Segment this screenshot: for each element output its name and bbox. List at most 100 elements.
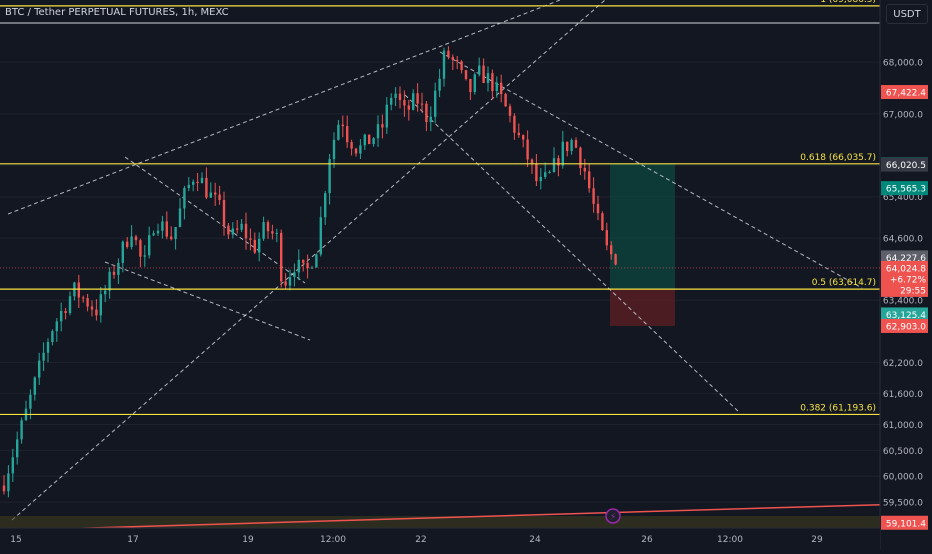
candle-body (99, 294, 102, 316)
candle-body (38, 360, 41, 378)
candle-body (271, 231, 274, 234)
candle-body (209, 192, 212, 198)
candle-body (592, 188, 595, 204)
price-tag: 67,422.4 (886, 89, 926, 99)
candle-body (104, 290, 107, 295)
x-tick-label: 24 (529, 535, 541, 545)
y-tick-label: 65,400.0 (883, 193, 923, 203)
candle-body (381, 124, 384, 128)
candle-body (51, 331, 54, 343)
candle-body (33, 377, 36, 395)
candle-body (7, 473, 10, 492)
candle-body (363, 134, 366, 146)
candle-body (552, 158, 556, 172)
trend-line (104, 261, 311, 341)
candle-body (205, 177, 208, 198)
candle-body (2, 485, 6, 492)
x-tick-label: 22 (415, 535, 426, 545)
candle-body (11, 457, 14, 474)
price-tag: 62,903.0 (886, 322, 926, 332)
candle-body (451, 57, 454, 60)
x-tick-label: 26 (641, 535, 653, 545)
candle-body (412, 93, 415, 110)
candle-body (438, 78, 441, 91)
price-tag: 59,101.4 (886, 519, 926, 529)
candle-body (262, 222, 265, 239)
candle-body (368, 134, 371, 145)
candle-body (429, 116, 432, 122)
x-tick-label: 15 (10, 535, 21, 545)
y-tick-label: 68,000.0 (883, 59, 923, 69)
current-price-tag: 29:55 (900, 286, 926, 296)
candle-body (614, 254, 617, 265)
fib-level-label: 0.382 (61,193.6) (800, 403, 876, 413)
candle-body (486, 73, 490, 83)
price-tag-bg (881, 157, 928, 172)
candle-body (244, 223, 248, 239)
candle-body (566, 141, 569, 152)
candle-body (82, 297, 85, 299)
candle-body (456, 59, 459, 62)
current-price-tag-bg (881, 260, 928, 297)
candle-body (236, 228, 239, 230)
price-tag-bg (881, 515, 928, 530)
candle-body (214, 192, 217, 195)
candle-body (178, 208, 182, 228)
candle-body (416, 93, 419, 104)
candle-body (183, 188, 186, 209)
candle-body (434, 90, 437, 117)
candle-body (42, 352, 45, 361)
candle-body (222, 200, 226, 226)
candle-body (55, 321, 58, 332)
candle-body (126, 241, 129, 247)
trend-line (7, 0, 561, 215)
candle-body (407, 105, 410, 110)
candle-body (570, 140, 573, 152)
candle-body (249, 238, 252, 240)
candle-body (218, 194, 221, 201)
candle-body (121, 241, 124, 263)
price-tag: 63,125.4 (886, 311, 926, 321)
candle-body (297, 259, 300, 273)
candle-body (143, 255, 146, 257)
candle-body (385, 104, 388, 128)
candle-body (288, 277, 292, 286)
x-tick-label: 19 (242, 535, 254, 545)
candle-body (187, 184, 190, 189)
candle-body (77, 282, 80, 298)
fib-level-label: 1 (69,086.5) (820, 0, 876, 5)
candle-body (548, 171, 551, 173)
candle-body (302, 259, 305, 263)
candle-body (315, 254, 318, 268)
candle-body (544, 172, 547, 177)
candle-body (275, 232, 278, 234)
candle-body (500, 82, 503, 94)
candle-body (293, 272, 296, 278)
fib-level-label: 0.618 (66,035.7) (800, 153, 876, 163)
time-axis-panel (0, 528, 880, 550)
candle-body (557, 158, 560, 166)
candle-body (139, 240, 142, 257)
candle-body (588, 171, 591, 189)
y-tick-label: 61,000.0 (883, 421, 923, 431)
candle-body (196, 181, 199, 184)
candle-body (174, 227, 177, 240)
price-tag: 64,227.6 (886, 254, 926, 264)
trend-line (124, 156, 306, 284)
candle-body (86, 298, 89, 307)
candle-body (359, 145, 362, 154)
candle-body (442, 50, 446, 79)
candle-body (332, 139, 336, 160)
x-tick-label: 12:00 (717, 535, 743, 545)
currency-button[interactable]: USDT (886, 4, 928, 24)
price-tag-bg (881, 307, 928, 322)
fib-level-label: 0.5 (63,614.7) (812, 278, 876, 288)
candle-body (478, 65, 481, 75)
candle-body (491, 73, 494, 92)
candle-body (306, 262, 309, 269)
x-tick-label: 12:00 (320, 535, 346, 545)
candle-body (539, 176, 542, 182)
lightning-icon[interactable] (605, 508, 621, 524)
candle-body (420, 103, 424, 105)
